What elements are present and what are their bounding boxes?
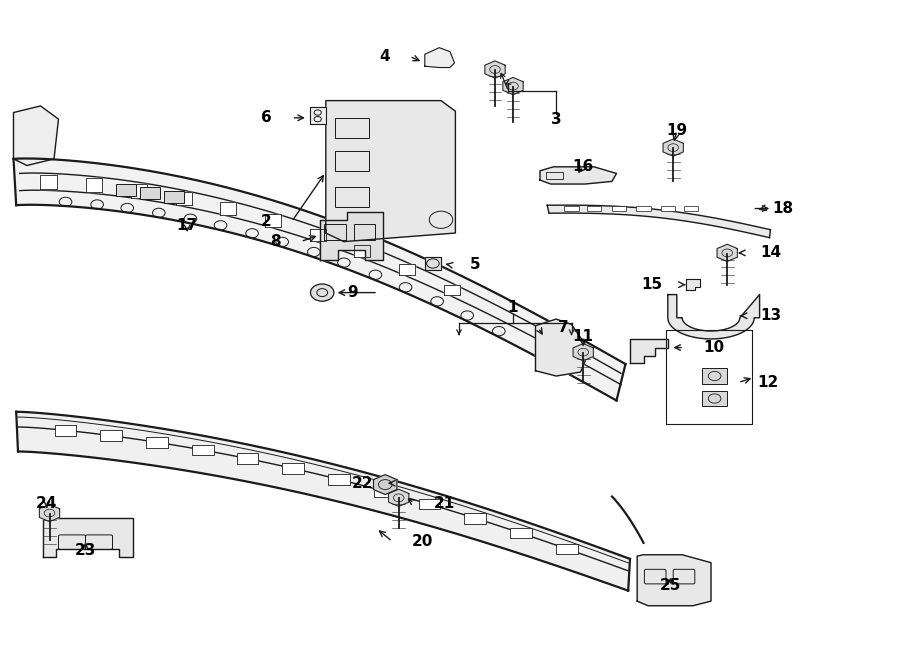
Polygon shape bbox=[40, 504, 59, 522]
FancyBboxPatch shape bbox=[564, 206, 579, 211]
Polygon shape bbox=[630, 339, 668, 363]
Text: 23: 23 bbox=[75, 544, 96, 558]
FancyBboxPatch shape bbox=[636, 206, 651, 211]
Text: 17: 17 bbox=[176, 218, 198, 232]
Text: 25: 25 bbox=[660, 579, 681, 593]
Text: 10: 10 bbox=[704, 340, 725, 355]
Polygon shape bbox=[320, 212, 382, 260]
FancyBboxPatch shape bbox=[702, 368, 727, 384]
Text: 18: 18 bbox=[772, 201, 793, 216]
FancyBboxPatch shape bbox=[164, 191, 184, 203]
Polygon shape bbox=[220, 202, 236, 214]
Text: 3: 3 bbox=[551, 112, 562, 126]
Text: 11: 11 bbox=[572, 329, 594, 344]
FancyBboxPatch shape bbox=[556, 544, 578, 554]
FancyBboxPatch shape bbox=[193, 445, 214, 455]
FancyBboxPatch shape bbox=[147, 437, 168, 448]
Polygon shape bbox=[425, 257, 441, 270]
Polygon shape bbox=[14, 106, 58, 166]
Text: 2: 2 bbox=[261, 214, 272, 229]
Polygon shape bbox=[86, 178, 102, 192]
Text: 15: 15 bbox=[642, 277, 662, 292]
Polygon shape bbox=[663, 139, 683, 156]
Text: 20: 20 bbox=[412, 534, 434, 549]
FancyBboxPatch shape bbox=[374, 486, 396, 496]
Polygon shape bbox=[668, 295, 760, 339]
Polygon shape bbox=[310, 228, 326, 241]
FancyBboxPatch shape bbox=[140, 187, 160, 199]
Text: 4: 4 bbox=[379, 49, 390, 64]
Polygon shape bbox=[326, 101, 455, 242]
Circle shape bbox=[310, 284, 334, 301]
Text: 8: 8 bbox=[270, 234, 281, 249]
Polygon shape bbox=[176, 192, 192, 205]
Text: 7: 7 bbox=[558, 320, 569, 335]
Polygon shape bbox=[16, 412, 630, 591]
Polygon shape bbox=[374, 475, 397, 495]
Polygon shape bbox=[310, 107, 326, 124]
Polygon shape bbox=[686, 279, 700, 290]
Polygon shape bbox=[637, 555, 711, 606]
FancyBboxPatch shape bbox=[55, 425, 76, 436]
Polygon shape bbox=[444, 285, 460, 295]
FancyBboxPatch shape bbox=[237, 453, 258, 464]
Polygon shape bbox=[389, 489, 409, 506]
Text: 16: 16 bbox=[572, 160, 594, 174]
Text: 1: 1 bbox=[508, 301, 518, 315]
Polygon shape bbox=[485, 61, 505, 78]
Polygon shape bbox=[354, 245, 370, 257]
Text: 5: 5 bbox=[470, 258, 481, 272]
FancyBboxPatch shape bbox=[418, 499, 440, 510]
Polygon shape bbox=[540, 167, 617, 184]
FancyBboxPatch shape bbox=[328, 474, 350, 485]
Polygon shape bbox=[399, 264, 415, 275]
Text: 12: 12 bbox=[758, 375, 779, 390]
FancyBboxPatch shape bbox=[702, 391, 727, 406]
FancyBboxPatch shape bbox=[283, 463, 304, 474]
FancyBboxPatch shape bbox=[612, 206, 626, 211]
Text: 6: 6 bbox=[261, 111, 272, 125]
Polygon shape bbox=[717, 244, 737, 261]
Text: 22: 22 bbox=[352, 476, 374, 491]
Polygon shape bbox=[573, 344, 593, 361]
Text: 9: 9 bbox=[347, 285, 358, 300]
Polygon shape bbox=[265, 214, 281, 226]
FancyBboxPatch shape bbox=[510, 528, 532, 538]
Polygon shape bbox=[536, 319, 590, 376]
Text: 19: 19 bbox=[666, 123, 688, 138]
Polygon shape bbox=[14, 158, 626, 401]
FancyBboxPatch shape bbox=[101, 430, 122, 441]
Polygon shape bbox=[40, 175, 57, 189]
Polygon shape bbox=[503, 77, 523, 95]
FancyBboxPatch shape bbox=[587, 206, 601, 211]
FancyBboxPatch shape bbox=[116, 183, 136, 195]
Polygon shape bbox=[43, 518, 133, 557]
Polygon shape bbox=[425, 48, 454, 68]
FancyBboxPatch shape bbox=[684, 206, 698, 211]
Polygon shape bbox=[547, 205, 770, 238]
FancyBboxPatch shape bbox=[464, 513, 486, 524]
Text: 14: 14 bbox=[760, 246, 781, 260]
FancyBboxPatch shape bbox=[661, 206, 675, 211]
Polygon shape bbox=[130, 183, 147, 197]
Text: 13: 13 bbox=[760, 308, 781, 323]
Text: 24: 24 bbox=[36, 496, 58, 510]
Text: 21: 21 bbox=[434, 496, 455, 510]
